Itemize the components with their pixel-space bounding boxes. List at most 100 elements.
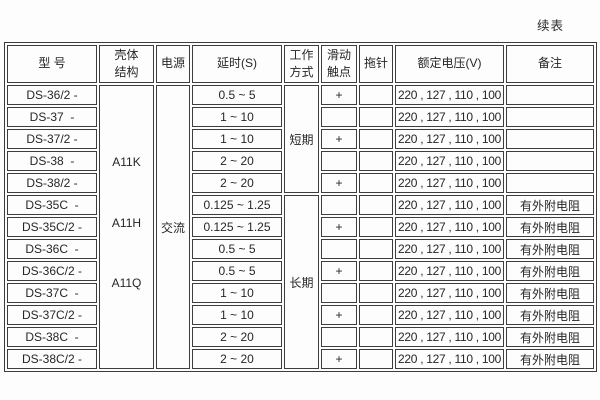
- table-row: DS-38/2 - 2 ~ 20 + 220 , 127 , 110 , 100: [7, 173, 594, 193]
- pointer-cell: [359, 327, 393, 347]
- pointer-cell: [359, 129, 393, 149]
- pointer-cell: [359, 195, 393, 215]
- shell-group-a11q: A11Q: [111, 276, 142, 291]
- voltage-cell: 220 , 127 , 110 , 100: [395, 261, 504, 281]
- table-row: DS-38 - 2 ~ 20 220 , 127 , 110 , 100: [7, 151, 594, 171]
- model-cell: DS-37C -: [7, 283, 97, 303]
- slide-contact-cell: +: [321, 305, 357, 325]
- delay-cell: 0.125 ~ 1.25: [192, 195, 282, 215]
- delay-cell: 0.5 ~ 5: [192, 261, 282, 281]
- shell-group-a11h: A11H: [111, 215, 142, 230]
- voltage-cell: 220 , 127 , 110 , 100: [395, 173, 504, 193]
- relay-spec-table: 型 号 壳体 结构 电源 延时(S) 工作 方式 滑动 触点 拖针 额定电压(V…: [4, 42, 597, 372]
- pointer-cell: [359, 239, 393, 259]
- remark-cell: 有外附电阻: [506, 349, 594, 369]
- header-shell-structure: 壳体 结构: [99, 45, 154, 83]
- slide-contact-cell: [321, 195, 357, 215]
- remark-cell: 有外附电阻: [506, 195, 594, 215]
- table-row: DS-37C/2 - 1 ~ 10 + 220 , 127 , 110 , 10…: [7, 305, 594, 325]
- model-cell: DS-37C/2 -: [7, 305, 97, 325]
- voltage-cell: 220 , 127 , 110 , 100: [395, 305, 504, 325]
- remark-cell: [506, 107, 594, 127]
- header-rated-voltage: 额定电压(V): [395, 45, 504, 83]
- model-cell: DS-36/2 -: [7, 85, 97, 105]
- table-row: DS-36C - 0.5 ~ 5 220 , 127 , 110 , 100 有…: [7, 239, 594, 259]
- remark-cell: 有外附电阻: [506, 283, 594, 303]
- delay-cell: 0.125 ~ 1.25: [192, 217, 282, 237]
- table-row: DS-35C/2 - 0.125 ~ 1.25 + 220 , 127 , 11…: [7, 217, 594, 237]
- voltage-cell: 220 , 127 , 110 , 100: [395, 283, 504, 303]
- table-row: DS-36C/2 - 0.5 ~ 5 + 220 , 127 , 110 , 1…: [7, 261, 594, 281]
- pointer-cell: [359, 261, 393, 281]
- pointer-cell: [359, 305, 393, 325]
- header-remark: 备注: [506, 45, 594, 83]
- slide-contact-cell: [321, 327, 357, 347]
- work-mode-short-cell: 短期: [284, 85, 319, 193]
- model-cell: DS-37/2 -: [7, 129, 97, 149]
- header-delay: 延时(S): [192, 45, 282, 83]
- voltage-cell: 220 , 127 , 110 , 100: [395, 239, 504, 259]
- delay-cell: 1 ~ 10: [192, 305, 282, 325]
- delay-cell: 2 ~ 20: [192, 327, 282, 347]
- pointer-cell: [359, 283, 393, 303]
- pointer-cell: [359, 85, 393, 105]
- remark-cell: [506, 151, 594, 171]
- model-cell: DS-36C/2 -: [7, 261, 97, 281]
- delay-cell: 2 ~ 20: [192, 151, 282, 171]
- voltage-cell: 220 , 127 , 110 , 100: [395, 217, 504, 237]
- model-cell: DS-36C -: [7, 239, 97, 259]
- shell-structure-cell: A11K A11H A11Q: [99, 85, 154, 369]
- slide-contact-cell: +: [321, 85, 357, 105]
- table-row: DS-37 - 1 ~ 10 220 , 127 , 110 , 100: [7, 107, 594, 127]
- delay-cell: 1 ~ 10: [192, 283, 282, 303]
- model-cell: DS-38C/2 -: [7, 349, 97, 369]
- remark-cell: 有外附电阻: [506, 261, 594, 281]
- table-row: DS-37/2 - 1 ~ 10 + 220 , 127 , 110 , 100: [7, 129, 594, 149]
- slide-contact-cell: [321, 151, 357, 171]
- remark-cell: 有外附电阻: [506, 217, 594, 237]
- shell-group-a11k: A11K: [112, 155, 141, 170]
- header-model: 型 号: [7, 45, 97, 83]
- voltage-cell: 220 , 127 , 110 , 100: [395, 151, 504, 171]
- remark-cell: [506, 129, 594, 149]
- remark-cell: 有外附电阻: [506, 305, 594, 325]
- voltage-cell: 220 , 127 , 110 , 100: [395, 349, 504, 369]
- work-mode-long-cell: 长期: [284, 195, 319, 369]
- model-cell: DS-38C -: [7, 327, 97, 347]
- slide-contact-cell: +: [321, 173, 357, 193]
- model-cell: DS-35C/2 -: [7, 217, 97, 237]
- model-cell: DS-38/2 -: [7, 173, 97, 193]
- slide-contact-cell: [321, 283, 357, 303]
- voltage-cell: 220 , 127 , 110 , 100: [395, 107, 504, 127]
- model-cell: DS-38 -: [7, 151, 97, 171]
- slide-contact-cell: +: [321, 217, 357, 237]
- table-row: DS-38C/2 - 2 ~ 20 + 220 , 127 , 110 , 10…: [7, 349, 594, 369]
- delay-cell: 0.5 ~ 5: [192, 239, 282, 259]
- slide-contact-cell: [321, 107, 357, 127]
- voltage-cell: 220 , 127 , 110 , 100: [395, 327, 504, 347]
- delay-cell: 1 ~ 10: [192, 129, 282, 149]
- table-row: DS-36/2 - A11K A11H A11Q 交流 0.5 ~ 5 短期 +…: [7, 85, 594, 369]
- slide-contact-cell: +: [321, 129, 357, 149]
- voltage-cell: 220 , 127 , 110 , 100: [395, 195, 504, 215]
- power-cell: 交流: [156, 85, 190, 369]
- pointer-cell: [359, 217, 393, 237]
- header-slide-contact: 滑动 触点: [321, 45, 357, 83]
- slide-contact-cell: [321, 239, 357, 259]
- header-row: 型 号 壳体 结构 电源 延时(S) 工作 方式 滑动 触点 拖针 额定电压(V…: [7, 45, 594, 83]
- remark-cell: 有外附电阻: [506, 327, 594, 347]
- model-cell: DS-37 -: [7, 107, 97, 127]
- continued-table-label: 续表: [536, 19, 564, 33]
- voltage-cell: 220 , 127 , 110 , 100: [395, 129, 504, 149]
- pointer-cell: [359, 173, 393, 193]
- remark-cell: 有外附电阻: [506, 239, 594, 259]
- remark-cell: [506, 173, 594, 193]
- table-row: DS-35C - 0.125 ~ 1.25 长期 220 , 127 , 110…: [7, 195, 594, 369]
- pointer-cell: [359, 151, 393, 171]
- delay-cell: 1 ~ 10: [192, 107, 282, 127]
- slide-contact-cell: +: [321, 349, 357, 369]
- delay-cell: 0.5 ~ 5: [192, 85, 282, 105]
- pointer-cell: [359, 349, 393, 369]
- delay-cell: 2 ~ 20: [192, 349, 282, 369]
